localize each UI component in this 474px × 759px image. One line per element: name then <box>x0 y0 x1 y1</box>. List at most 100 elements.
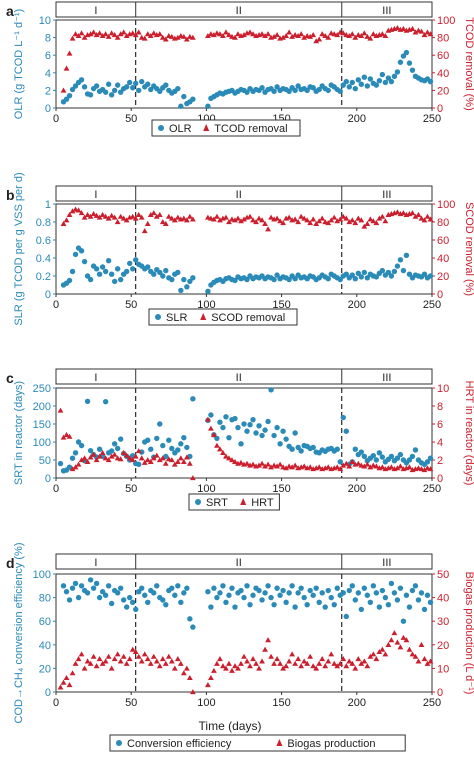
panel-a-point <box>340 30 347 36</box>
panel-b-point <box>60 220 67 226</box>
panel-b-point <box>316 218 323 224</box>
panel-c-point <box>277 441 283 447</box>
panel-a-point <box>352 34 359 40</box>
panel-d-point <box>232 604 238 610</box>
panel-a-point <box>247 29 253 35</box>
panel-c-point <box>250 461 256 467</box>
panel-c-point <box>75 439 82 445</box>
panel-d-point <box>229 585 235 591</box>
panel-d-point <box>385 641 392 647</box>
panel-d-point <box>184 585 190 591</box>
panel-b-y-right-tick-label-80: 80 <box>437 217 449 229</box>
panel-c-point <box>343 460 350 466</box>
panel-d-point <box>274 656 280 662</box>
panel-b-point <box>262 220 268 226</box>
panel-b-point <box>427 273 434 279</box>
panel-d-point <box>126 594 133 601</box>
panel-c-point <box>145 437 151 443</box>
panel-b-point <box>373 220 380 226</box>
panel-c-point <box>238 459 244 465</box>
panel-b-point <box>421 217 428 223</box>
panel-d-point <box>171 665 178 671</box>
panel-a-point <box>271 33 277 39</box>
panel-b-point <box>90 211 97 217</box>
panel-a-point <box>69 35 76 41</box>
panel-b-y-left-tick-label-0.6: 0.6 <box>36 235 51 247</box>
panel-a-point <box>361 30 368 36</box>
panel-a-x-tick-label-250: 250 <box>423 113 441 125</box>
panel-c-point <box>412 447 419 453</box>
panel-a-point <box>409 25 416 31</box>
panel-b-point <box>211 216 217 222</box>
panel-b-point <box>78 248 85 254</box>
panel-a-point <box>397 59 404 65</box>
panel-a-point <box>292 87 298 94</box>
panel-c-point <box>90 451 97 457</box>
panel-a-point <box>400 53 407 59</box>
panel-c-point <box>307 464 314 470</box>
panel-d-y-left-title: COD→CH₄ conversion efficiency (%) <box>13 543 25 724</box>
panel-d-point <box>183 665 190 671</box>
panel-b-point <box>235 215 241 221</box>
panel-c-point <box>205 416 211 422</box>
panel-b-point <box>96 214 103 220</box>
panel-c-point <box>274 424 280 431</box>
panel-c-point <box>289 446 295 452</box>
panel-d-point <box>87 660 94 666</box>
panel-d-x-tick-label-200: 200 <box>348 697 366 709</box>
panel-d-point <box>223 665 229 671</box>
panel-c-point <box>373 463 380 469</box>
panel-c-point <box>388 453 395 460</box>
panel-a-point <box>105 33 112 39</box>
panel-d-point <box>205 589 211 595</box>
panel-b-point <box>105 258 112 264</box>
panel-b-point <box>223 214 229 220</box>
panel-c-phase-label-I: I <box>94 372 97 384</box>
panel-b-point <box>87 213 94 219</box>
panel-d-point <box>388 637 395 643</box>
panel-a-point <box>180 33 187 39</box>
panel-b-point <box>274 215 280 221</box>
panel-c-point <box>226 455 232 461</box>
panel-d-point <box>226 660 232 666</box>
panel-b-y-left-tick-label-0.4: 0.4 <box>36 253 51 265</box>
panel-d-point <box>117 658 124 664</box>
panel-c-x-tick-label-200: 200 <box>348 483 366 495</box>
panel-d-point <box>325 587 331 594</box>
panel-d-y-right-tick-label-0: 0 <box>437 687 443 699</box>
panel-a-point <box>424 29 431 35</box>
panel-b-point <box>301 215 308 221</box>
panel-c-y-right-tick-label-8: 8 <box>437 401 443 413</box>
panel-c-point <box>175 447 181 453</box>
panel-d-point <box>189 689 196 695</box>
panel-b-point <box>376 215 383 221</box>
panel-d-point <box>133 606 139 613</box>
panel-d-point <box>208 604 214 610</box>
panel-c-point <box>162 460 169 466</box>
panel-d-y-left-tick-label-100: 100 <box>33 569 51 581</box>
panel-d-phase-label-II: II <box>236 557 242 569</box>
panel-d-y-right-tick-label-50: 50 <box>437 569 449 581</box>
panel-d-point <box>123 604 130 610</box>
panel-a-point <box>136 87 142 94</box>
panel-d-point <box>135 653 142 659</box>
panel-a-point <box>93 83 100 89</box>
panel-b-point <box>295 219 302 225</box>
panel-a-y-right-title: TCOD removal (%) <box>463 17 474 111</box>
panel-b-point <box>397 257 404 263</box>
panel-c-point <box>397 451 404 458</box>
panel-a-point <box>376 78 383 84</box>
panel-c-point <box>220 449 226 455</box>
panel-b-point <box>388 273 395 279</box>
panel-a-point <box>69 86 76 93</box>
panel-b-point <box>81 258 88 265</box>
panel-d-phase-bar <box>55 553 433 570</box>
panel-c-point <box>102 398 109 405</box>
panel-b-point <box>151 271 157 277</box>
panel-a-point <box>87 31 94 37</box>
panel-d-point <box>63 674 70 681</box>
panel-b-point <box>367 216 374 222</box>
panel-a-y-right-tick-label-20: 20 <box>437 85 449 97</box>
panel-a-point <box>283 32 290 39</box>
panel-d-phase-label-III: III <box>382 557 391 569</box>
